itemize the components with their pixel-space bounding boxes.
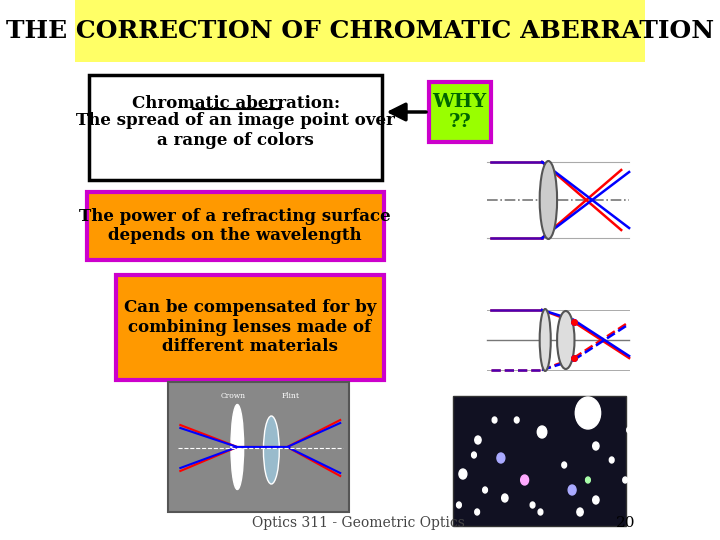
Circle shape — [593, 442, 599, 450]
Circle shape — [575, 397, 600, 429]
Ellipse shape — [540, 161, 557, 239]
Circle shape — [562, 462, 567, 468]
FancyBboxPatch shape — [87, 192, 384, 260]
Text: WHY
??: WHY ?? — [433, 92, 487, 131]
Ellipse shape — [264, 416, 279, 484]
Circle shape — [577, 508, 583, 516]
Circle shape — [497, 453, 505, 463]
Circle shape — [537, 426, 546, 438]
Text: Can be compensated for by
combining lenses made of
different materials: Can be compensated for by combining lens… — [124, 299, 376, 355]
Circle shape — [474, 509, 480, 515]
FancyBboxPatch shape — [116, 275, 384, 380]
Circle shape — [474, 436, 481, 444]
Text: The power of a refracting surface
depends on the wavelength: The power of a refracting surface depend… — [79, 208, 391, 244]
Circle shape — [472, 452, 477, 458]
Circle shape — [492, 417, 497, 423]
FancyArrowPatch shape — [390, 104, 426, 120]
Circle shape — [514, 417, 519, 423]
Text: THE CORRECTION OF CHROMATIC ABERRATION: THE CORRECTION OF CHROMATIC ABERRATION — [6, 19, 714, 43]
Ellipse shape — [557, 311, 575, 369]
FancyBboxPatch shape — [89, 75, 382, 180]
Text: Chromatic aberration:: Chromatic aberration: — [132, 95, 340, 112]
FancyBboxPatch shape — [75, 0, 645, 62]
Circle shape — [626, 427, 631, 433]
Circle shape — [593, 496, 599, 504]
Circle shape — [459, 469, 467, 479]
Circle shape — [609, 457, 614, 463]
Text: 20: 20 — [616, 516, 636, 530]
Circle shape — [482, 487, 487, 493]
Circle shape — [623, 477, 628, 483]
Text: Flint: Flint — [282, 392, 300, 400]
Circle shape — [530, 502, 535, 508]
Text: The spread of an image point over
a range of colors: The spread of an image point over a rang… — [76, 112, 395, 149]
Circle shape — [538, 509, 543, 515]
Circle shape — [578, 401, 598, 425]
Ellipse shape — [540, 309, 551, 371]
Circle shape — [568, 485, 576, 495]
Ellipse shape — [231, 404, 243, 489]
Circle shape — [456, 502, 462, 508]
Text: Optics 311 - Geometric Optics: Optics 311 - Geometric Optics — [252, 516, 465, 530]
FancyBboxPatch shape — [429, 82, 490, 142]
FancyBboxPatch shape — [168, 382, 349, 512]
Circle shape — [502, 494, 508, 502]
Text: Crown: Crown — [221, 392, 246, 400]
Circle shape — [521, 475, 528, 485]
FancyBboxPatch shape — [454, 396, 626, 526]
Circle shape — [585, 477, 590, 483]
